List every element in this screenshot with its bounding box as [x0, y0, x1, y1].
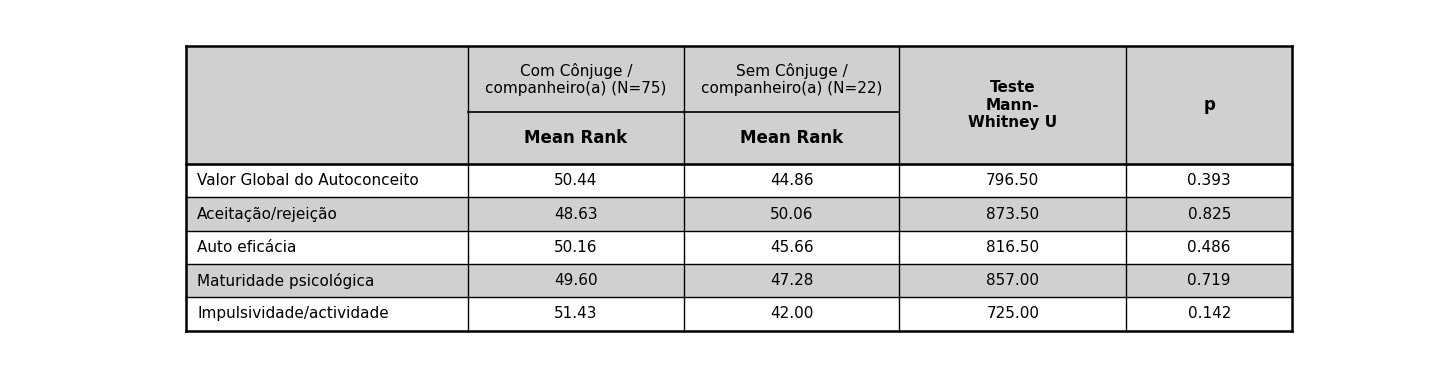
- Text: 45.66: 45.66: [770, 240, 813, 255]
- Text: 796.50: 796.50: [986, 173, 1040, 188]
- Text: 857.00: 857.00: [986, 273, 1040, 288]
- Text: Maturidade psicológica: Maturidade psicológica: [198, 273, 375, 289]
- Text: Aceitação/rejeição: Aceitação/rejeição: [198, 207, 337, 222]
- Text: 0.825: 0.825: [1188, 207, 1231, 222]
- Bar: [1126, 231, 1292, 264]
- Bar: [186, 164, 469, 197]
- Bar: [900, 297, 1126, 330]
- Bar: [186, 231, 469, 264]
- Bar: [469, 231, 684, 264]
- Text: 816.50: 816.50: [986, 240, 1040, 255]
- Bar: [684, 197, 900, 231]
- Text: Teste
Mann-
Whitney U: Teste Mann- Whitney U: [968, 80, 1057, 130]
- Bar: [186, 264, 469, 297]
- Text: 0.142: 0.142: [1188, 306, 1231, 322]
- Text: Sem Cônjuge /
companheiro(a) (N=22): Sem Cônjuge / companheiro(a) (N=22): [701, 63, 883, 96]
- Bar: [900, 197, 1126, 231]
- Bar: [684, 297, 900, 330]
- Bar: [1126, 46, 1292, 164]
- Text: 42.00: 42.00: [770, 306, 813, 322]
- Bar: [469, 297, 684, 330]
- Bar: [469, 164, 684, 197]
- Text: 50.06: 50.06: [770, 207, 813, 222]
- Text: 50.44: 50.44: [554, 173, 597, 188]
- Bar: [1126, 164, 1292, 197]
- Text: 50.16: 50.16: [554, 240, 597, 255]
- Bar: [1126, 264, 1292, 297]
- Text: 48.63: 48.63: [554, 207, 597, 222]
- Text: 0.719: 0.719: [1187, 273, 1231, 288]
- Text: 51.43: 51.43: [554, 306, 597, 322]
- Text: 873.50: 873.50: [986, 207, 1040, 222]
- Bar: [684, 164, 900, 197]
- Bar: [469, 46, 684, 164]
- Bar: [1126, 197, 1292, 231]
- Text: Com Cônjuge /
companheiro(a) (N=75): Com Cônjuge / companheiro(a) (N=75): [485, 63, 666, 96]
- Text: 47.28: 47.28: [770, 273, 813, 288]
- Text: 0.393: 0.393: [1187, 173, 1231, 188]
- Bar: [1126, 297, 1292, 330]
- Text: 44.86: 44.86: [770, 173, 813, 188]
- Bar: [684, 264, 900, 297]
- Bar: [186, 297, 469, 330]
- Text: Mean Rank: Mean Rank: [525, 129, 627, 147]
- Bar: [900, 46, 1126, 164]
- Text: 49.60: 49.60: [554, 273, 597, 288]
- Text: 0.486: 0.486: [1187, 240, 1231, 255]
- Text: Auto eficácia: Auto eficácia: [198, 240, 297, 255]
- Bar: [684, 46, 900, 164]
- Bar: [900, 264, 1126, 297]
- Bar: [900, 164, 1126, 197]
- Bar: [684, 231, 900, 264]
- Text: 725.00: 725.00: [986, 306, 1040, 322]
- Bar: [186, 197, 469, 231]
- Text: Valor Global do Autoconceito: Valor Global do Autoconceito: [198, 173, 418, 188]
- Text: Impulsividade/actividade: Impulsividade/actividade: [198, 306, 389, 322]
- Bar: [469, 264, 684, 297]
- Text: Mean Rank: Mean Rank: [740, 129, 844, 147]
- Bar: [186, 46, 469, 164]
- Bar: [900, 231, 1126, 264]
- Text: p: p: [1203, 96, 1216, 114]
- Bar: [469, 197, 684, 231]
